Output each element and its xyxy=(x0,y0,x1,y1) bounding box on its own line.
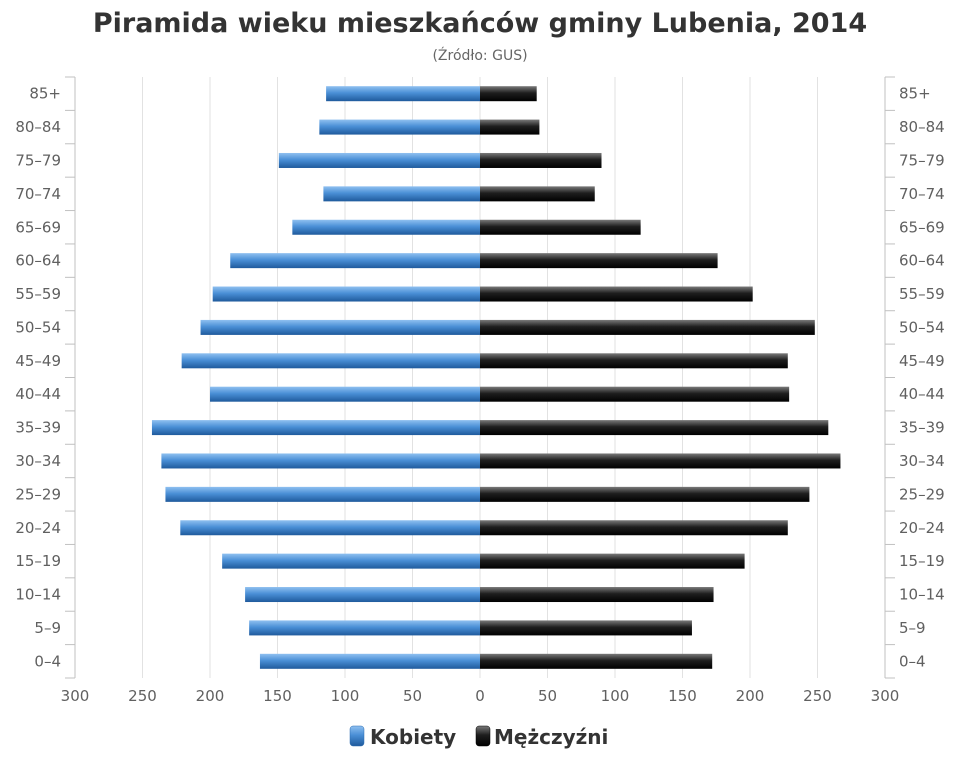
y-tick-label-right: 85+ xyxy=(899,85,931,103)
y-tick-label-left: 40–44 xyxy=(15,385,61,403)
bar-kobiety[interactable] xyxy=(278,152,480,168)
y-tick-label-right: 40–44 xyxy=(899,385,945,403)
y-tick-label-left: 20–24 xyxy=(15,519,61,537)
bar-kobiety[interactable] xyxy=(245,587,480,603)
legend-swatch-mezczyzni xyxy=(475,725,491,747)
y-tick-label-right: 0–4 xyxy=(899,652,926,670)
y-tick-label-left: 30–34 xyxy=(15,452,61,470)
bar-kobiety[interactable] xyxy=(292,219,480,235)
bar-kobiety[interactable] xyxy=(259,653,480,669)
bar-mezczyzni[interactable] xyxy=(480,386,790,402)
legend-item-mezczyzni[interactable]: Mężczyźni xyxy=(475,725,608,749)
y-tick-label-right: 60–64 xyxy=(899,252,945,270)
bar-mezczyzni[interactable] xyxy=(480,453,841,469)
bar-kobiety[interactable] xyxy=(326,86,480,102)
bar-mezczyzni[interactable] xyxy=(480,286,753,302)
bars xyxy=(151,86,841,669)
x-tick-label: 50 xyxy=(403,687,422,705)
bar-mezczyzni[interactable] xyxy=(480,186,595,202)
x-tick-label: 100 xyxy=(331,687,360,705)
bar-kobiety[interactable] xyxy=(249,620,480,636)
y-tick-label-right: 20–24 xyxy=(899,519,945,537)
bar-kobiety[interactable] xyxy=(222,553,480,569)
bar-kobiety[interactable] xyxy=(151,420,480,436)
y-tick-label-left: 10–14 xyxy=(15,586,61,604)
bar-mezczyzni[interactable] xyxy=(480,353,788,369)
x-tick-label: 300 xyxy=(871,687,900,705)
x-tick-label: 200 xyxy=(736,687,765,705)
bar-kobiety[interactable] xyxy=(180,520,481,536)
y-tick-label-right: 80–84 xyxy=(899,118,945,136)
y-tick-label-right: 65–69 xyxy=(899,218,945,236)
bar-mezczyzni[interactable] xyxy=(480,420,829,436)
chart-title: Piramida wieku mieszkańców gminy Lubenia… xyxy=(93,8,867,39)
legend-label-kobiety: Kobiety xyxy=(370,725,456,749)
axes xyxy=(65,76,895,679)
bar-kobiety[interactable] xyxy=(165,486,480,502)
bar-mezczyzni[interactable] xyxy=(480,653,713,669)
x-tick-label: 250 xyxy=(128,687,157,705)
y-tick-label-right: 75–79 xyxy=(899,151,945,169)
chart-subtitle: (Źródło: GUS) xyxy=(432,46,527,64)
bar-kobiety[interactable] xyxy=(181,353,480,369)
bar-mezczyzni[interactable] xyxy=(480,119,540,135)
legend-label-mezczyzni: Mężczyźni xyxy=(494,725,608,749)
bar-kobiety[interactable] xyxy=(212,286,480,302)
y-tick-label-right: 5–9 xyxy=(899,619,926,637)
y-tick-label-right: 50–54 xyxy=(899,318,945,336)
y-tick-label-left: 80–84 xyxy=(15,118,61,136)
y-tick-label-right: 45–49 xyxy=(899,352,945,370)
bar-mezczyzni[interactable] xyxy=(480,219,641,235)
y-tick-label-left: 15–19 xyxy=(15,552,61,570)
x-tick-label: 300 xyxy=(61,687,90,705)
y-tick-label-right: 70–74 xyxy=(899,185,945,203)
x-tick-label: 100 xyxy=(601,687,630,705)
bar-kobiety[interactable] xyxy=(323,186,480,202)
bar-mezczyzni[interactable] xyxy=(480,253,718,269)
bar-mezczyzni[interactable] xyxy=(480,319,815,335)
legend-swatch-kobiety xyxy=(349,725,365,747)
x-tick-label: 0 xyxy=(475,687,485,705)
y-tick-label-right: 15–19 xyxy=(899,552,945,570)
x-tick-label: 250 xyxy=(803,687,832,705)
y-tick-label-right: 25–29 xyxy=(899,485,945,503)
y-tick-label-right: 30–34 xyxy=(899,452,945,470)
bar-mezczyzni[interactable] xyxy=(480,520,788,536)
y-tick-label-left: 5–9 xyxy=(34,619,61,637)
bar-kobiety[interactable] xyxy=(230,253,480,269)
x-tick-label: 150 xyxy=(263,687,292,705)
bar-mezczyzni[interactable] xyxy=(480,86,537,102)
legend-item-kobiety[interactable]: Kobiety xyxy=(349,725,456,749)
y-tick-label-left: 35–39 xyxy=(15,419,61,437)
bar-mezczyzni[interactable] xyxy=(480,620,692,636)
y-tick-label-left: 70–74 xyxy=(15,185,61,203)
y-tick-label-left: 75–79 xyxy=(15,151,61,169)
bar-kobiety[interactable] xyxy=(210,386,480,402)
bar-kobiety[interactable] xyxy=(200,319,481,335)
y-tick-label-left: 25–29 xyxy=(15,485,61,503)
x-tick-label: 150 xyxy=(668,687,697,705)
y-tick-label-left: 60–64 xyxy=(15,252,61,270)
tick-labels: 300 250 200 150 100 50 0 50 100 150 200 250 300 85+ 85… xyxy=(15,85,944,705)
y-tick-label-left: 50–54 xyxy=(15,318,61,336)
bar-mezczyzni[interactable] xyxy=(480,152,602,168)
y-tick-label-left: 45–49 xyxy=(15,352,61,370)
y-tick-label-left: 65–69 xyxy=(15,218,61,236)
y-tick-label-right: 55–59 xyxy=(899,285,945,303)
x-tick-label: 50 xyxy=(538,687,557,705)
bar-mezczyzni[interactable] xyxy=(480,553,745,569)
y-tick-label-left: 55–59 xyxy=(15,285,61,303)
legend: Kobiety Mężczyźni xyxy=(349,725,608,749)
bar-kobiety[interactable] xyxy=(319,119,480,135)
bar-mezczyzni[interactable] xyxy=(480,486,810,502)
y-tick-label-right: 10–14 xyxy=(899,586,945,604)
y-tick-label-left: 85+ xyxy=(29,85,61,103)
x-tick-label: 200 xyxy=(196,687,225,705)
bar-kobiety[interactable] xyxy=(161,453,480,469)
y-tick-label-left: 0–4 xyxy=(34,652,61,670)
bar-mezczyzni[interactable] xyxy=(480,587,714,603)
y-tick-label-right: 35–39 xyxy=(899,419,945,437)
